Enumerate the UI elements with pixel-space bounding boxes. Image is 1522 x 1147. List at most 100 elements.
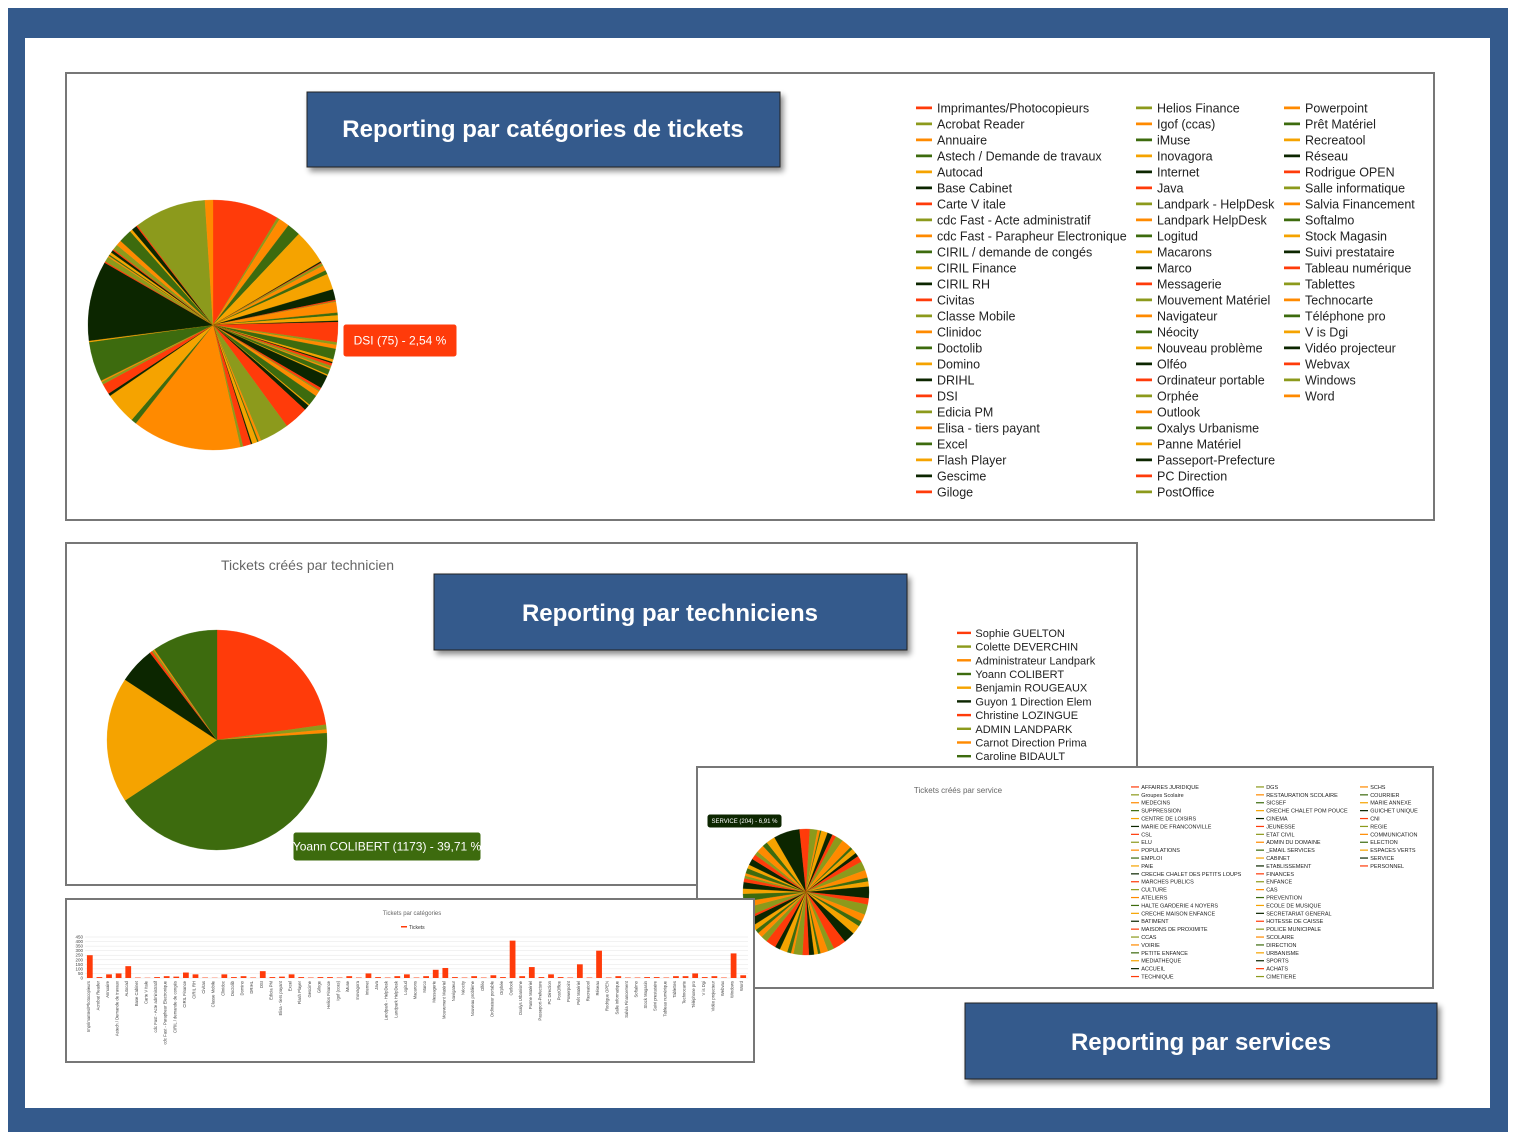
legend-label: COMMUNICATION: [1370, 832, 1417, 838]
x-tick-label: Elisa - tiers payant: [278, 980, 283, 1015]
panel-title: Tickets créés par technicien: [221, 557, 394, 573]
legend-label: CIRIL / demande de congés: [937, 245, 1092, 259]
x-tick-label: Stock Magasin: [643, 980, 648, 1008]
legend-label: ETABLISSEMENT: [1266, 864, 1312, 870]
legend-swatch: [916, 122, 932, 126]
legend-label: Messagerie: [1157, 277, 1222, 291]
legend-swatch: [1131, 975, 1139, 978]
legend-label: Inovagora: [1157, 149, 1213, 163]
legend-swatch: [916, 234, 932, 238]
legend-swatch: [957, 741, 971, 744]
x-tick-label: CIRIL RH: [192, 981, 197, 999]
legend-label: HALTE GARDERIE 4 NOYERS: [1141, 903, 1218, 909]
legend-swatch: [1256, 786, 1264, 788]
x-tick-label: Réseau: [595, 980, 600, 995]
legend-swatch: [1131, 952, 1139, 954]
legend-label: ACCUEIL: [1141, 967, 1165, 973]
pie-slice: [799, 828, 807, 893]
bar: [375, 977, 381, 978]
x-tick-label: Outlook: [509, 980, 514, 995]
legend-swatch: [1136, 410, 1152, 414]
legend-swatch: [1136, 346, 1152, 350]
x-tick-label: Tableau numérique: [662, 980, 667, 1016]
legend-swatch: [1131, 944, 1139, 946]
legend-label: Salle informatique: [1305, 181, 1405, 195]
legend-label: Windows: [1305, 373, 1356, 387]
legend-label: Administrateur Landpark: [975, 655, 1095, 667]
legend-swatch: [1136, 266, 1152, 270]
y-tick-label: 300: [75, 948, 83, 953]
legend-label: POLICE MUNICIPALE: [1266, 927, 1321, 933]
legend-swatch: [1131, 810, 1139, 812]
legend-label: MEDECINS: [1141, 801, 1170, 807]
legend-swatch: [957, 727, 971, 730]
bar: [173, 976, 180, 978]
legend-swatch: [1136, 298, 1152, 302]
tooltip-box: [342, 323, 458, 358]
x-tick-label: Astech / Demande de travaux: [115, 980, 120, 1036]
legend-label: Powerpoint: [1305, 101, 1368, 115]
legend-label: Colette DEVERCHIN: [975, 642, 1078, 654]
legend-label: HOTESSE DE CAISSE: [1266, 919, 1323, 925]
legend-label: Olféo: [1157, 357, 1187, 371]
legend-swatch: [1360, 802, 1368, 804]
legend-swatch: [916, 218, 932, 222]
legend-label: Classe Mobile: [937, 309, 1016, 323]
legend-label: iMuse: [1157, 133, 1190, 147]
legend-swatch: [1136, 122, 1152, 126]
legend-label: Macarons: [1157, 245, 1212, 259]
legend-label: CIRIL Finance: [937, 261, 1016, 275]
legend-swatch: [1256, 810, 1264, 812]
legend-swatch: [1256, 881, 1264, 883]
legend-label: Imprimantes/Photocopieurs: [937, 101, 1089, 115]
legend-label: CRECHE CHALET DES PETITS LOUPS: [1141, 872, 1241, 878]
legend-swatch: [1360, 833, 1368, 835]
legend-swatch: [957, 659, 971, 662]
legend-swatch: [1136, 250, 1152, 254]
legend-swatch: [1284, 298, 1300, 302]
legend-swatch: [1131, 865, 1139, 867]
legend-swatch: [957, 713, 971, 717]
x-tick-label: Java: [374, 980, 379, 990]
bar: [96, 977, 103, 978]
legend-label: MAISONS DE PROXIMITE: [1141, 927, 1208, 933]
legend-label: Oxalys Urbanisme: [1157, 421, 1259, 435]
legend-label: PERSONNEL: [1370, 864, 1404, 870]
legend-swatch: [1284, 138, 1300, 142]
x-tick-label: Webvax: [720, 980, 725, 996]
legend-swatch: [1136, 170, 1152, 174]
legend-label: Autocad: [937, 165, 983, 179]
x-tick-label: Vidéo projecteur: [710, 980, 715, 1011]
banner-box: [964, 1002, 1438, 1080]
bar: [125, 966, 132, 978]
bar: [432, 969, 439, 978]
legend-label: PETITE ENFANCE: [1141, 951, 1188, 957]
legend-swatch: [1256, 952, 1264, 954]
legend-label: MARIE ANNEXE: [1370, 801, 1412, 807]
legend-label: PC Direction: [1157, 469, 1227, 483]
legend-label: Carnot Direction Prima: [975, 737, 1087, 749]
legend-swatch: [1131, 968, 1139, 970]
legend-swatch: [1360, 841, 1368, 843]
pie-slice: [154, 629, 218, 741]
legend-swatch: [957, 754, 971, 758]
legend-label: Salvia Financement: [1305, 197, 1415, 211]
legend-label: Landpark - HelpDesk: [1157, 197, 1275, 211]
legend-label: TECHNIQUE: [1141, 975, 1174, 981]
legend-label: Nouveau problème: [1157, 341, 1263, 355]
legend-label: SCHS: [1370, 785, 1386, 791]
x-tick-label: Messagerie: [432, 980, 437, 1002]
banner-text: Reporting par techniciens: [522, 600, 818, 627]
y-tick-label: 200: [75, 957, 83, 962]
legend-label: ETAT CIVIL: [1266, 832, 1294, 838]
bar: [404, 974, 410, 978]
legend-swatch: [916, 186, 932, 190]
legend-swatch: [1136, 138, 1152, 142]
legend-label: Internet: [1157, 165, 1200, 179]
bar: [471, 976, 478, 978]
legend-label: ELECTION: [1370, 840, 1398, 846]
banner: Reporting par catégories de tickets: [306, 91, 781, 168]
x-tick-label: Tablettes: [672, 981, 677, 998]
x-tick-label: Gescime: [307, 980, 312, 997]
legend-swatch: [1256, 849, 1264, 851]
